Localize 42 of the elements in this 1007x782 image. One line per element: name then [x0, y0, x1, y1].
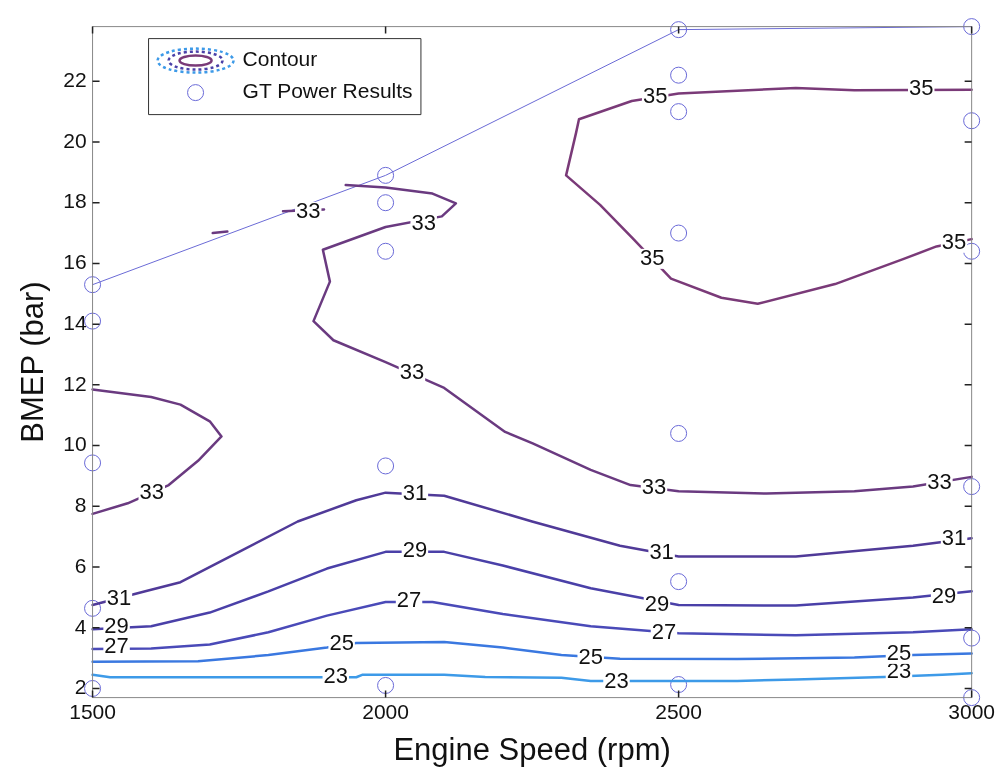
y-tick-label: 14	[63, 310, 87, 334]
y-tick-label: 22	[63, 68, 87, 92]
annotation: 29	[402, 537, 428, 563]
annotation: 35	[642, 83, 668, 109]
legend-label: Contour	[242, 47, 318, 71]
annotation: 33	[295, 197, 321, 223]
annotation: 31	[106, 584, 132, 610]
annotation: 33	[411, 210, 436, 236]
y-tick-label: 6	[74, 553, 87, 577]
annotation: 29	[644, 591, 670, 617]
y-tick-label: 16	[63, 250, 87, 274]
annotation: 35	[941, 228, 967, 254]
annotation: 23	[323, 662, 349, 688]
y-axis-title: BMEP (bar)	[15, 281, 51, 443]
y-tick-label: 10	[63, 432, 87, 456]
annotation: 31	[402, 480, 428, 506]
annotation: 33	[139, 478, 164, 504]
annotation: 35	[640, 244, 665, 270]
y-tick-label: 4	[74, 614, 87, 638]
y-tick-label: 18	[63, 189, 87, 213]
x-tick-label: 1500	[69, 700, 116, 723]
x-tick-label: 2000	[362, 700, 409, 723]
annotation: 25	[578, 644, 603, 670]
annotation: 25	[329, 629, 354, 655]
annotation: 33	[927, 468, 952, 494]
annotation: 35	[909, 75, 934, 101]
legend-label: GT Power Results	[242, 79, 413, 103]
annotation: 33	[641, 474, 667, 500]
x-tick-label: 3000	[948, 700, 995, 723]
y-tick-label: 12	[63, 371, 87, 395]
annotation: 27	[651, 619, 677, 645]
annotation: 31	[941, 525, 967, 551]
annotation: 29	[931, 582, 957, 608]
y-tick-label: 8	[74, 493, 87, 517]
y-tick-label: 20	[63, 128, 87, 152]
annotation: 27	[396, 587, 422, 613]
annotation: 31	[649, 539, 674, 565]
x-axis-title: Engine Speed (rpm)	[393, 731, 671, 767]
annotation: 23	[604, 668, 629, 694]
x-tick-label: 2500	[655, 700, 702, 723]
annotation: 33	[399, 358, 425, 384]
y-tick-label: 2	[74, 675, 87, 699]
